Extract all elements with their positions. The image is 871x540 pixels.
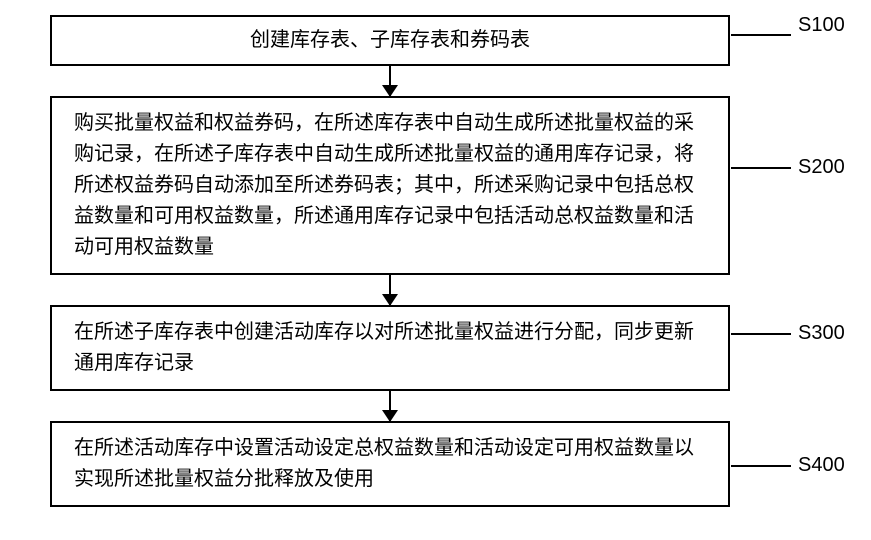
arrow-s100-s200 <box>389 66 391 96</box>
connector-s100 <box>731 34 791 36</box>
node-s400: 在所述活动库存中设置活动设定总权益数量和活动设定可用权益数量以实现所述批量权益分… <box>50 421 730 507</box>
node-text: 创建库存表、子库存表和券码表 <box>250 29 530 51</box>
step-label-s200: S200 <box>798 156 845 179</box>
node-s200: 购买批量权益和权益券码，在所述库存表中自动生成所述批量权益的采购记录，在所述子库… <box>50 96 730 275</box>
node-s100: 创建库存表、子库存表和券码表 <box>50 15 730 66</box>
connector-s200 <box>731 167 791 169</box>
arrow-s200-s300 <box>389 275 391 305</box>
arrow-s300-s400 <box>389 391 391 421</box>
node-text: 购买批量权益和权益券码，在所述库存表中自动生成所述批量权益的采购记录，在所述子库… <box>74 112 694 258</box>
step-label-s300: S300 <box>798 322 845 345</box>
step-label-s100: S100 <box>798 14 845 37</box>
node-text: 在所述子库存表中创建活动库存以对所述批量权益进行分配，同步更新通用库存记录 <box>74 321 694 374</box>
connector-s400 <box>731 465 791 467</box>
node-s300: 在所述子库存表中创建活动库存以对所述批量权益进行分配，同步更新通用库存记录 <box>50 305 730 391</box>
flowchart-container: 创建库存表、子库存表和券码表 购买批量权益和权益券码，在所述库存表中自动生成所述… <box>50 15 730 507</box>
node-text: 在所述活动库存中设置活动设定总权益数量和活动设定可用权益数量以实现所述批量权益分… <box>74 437 694 490</box>
connector-s300 <box>731 333 791 335</box>
step-label-s400: S400 <box>798 454 845 477</box>
